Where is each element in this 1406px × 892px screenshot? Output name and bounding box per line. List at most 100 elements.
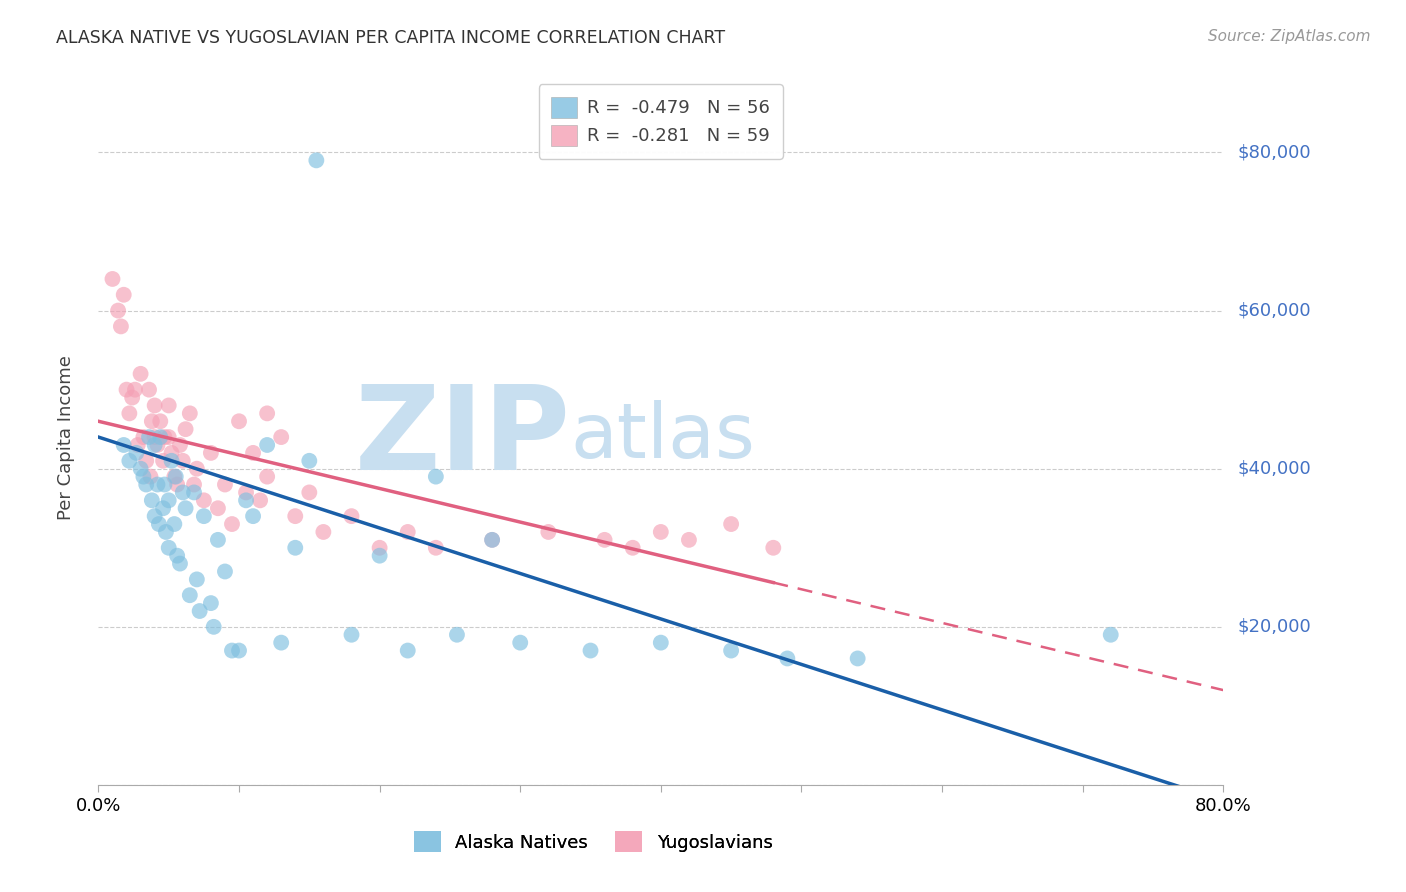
Point [107, 303, 129, 318]
Text: Source: ZipAtlas.com: Source: ZipAtlas.com [1208, 29, 1371, 44]
Point [132, 469, 155, 483]
Point [139, 469, 162, 483]
Point [200, 446, 222, 460]
Point [153, 430, 176, 444]
Point [720, 643, 742, 657]
Point [1099, 628, 1122, 642]
Point [157, 541, 180, 555]
Point [149, 430, 172, 444]
Point [157, 430, 180, 444]
Point [776, 651, 799, 665]
Point [846, 651, 869, 665]
Point [129, 367, 152, 381]
Point [132, 430, 155, 444]
Point [179, 406, 201, 420]
Point [141, 414, 163, 428]
Point [129, 461, 152, 475]
Point [228, 414, 250, 428]
Point [284, 541, 307, 555]
Text: ALASKA NATIVE VS YUGOSLAVIAN PER CAPITA INCOME CORRELATION CHART: ALASKA NATIVE VS YUGOSLAVIAN PER CAPITA … [56, 29, 725, 46]
Point [172, 485, 194, 500]
Point [166, 549, 188, 563]
Text: atlas: atlas [571, 401, 755, 474]
Point [157, 399, 180, 413]
Point [298, 454, 321, 468]
Point [143, 438, 166, 452]
Point [425, 541, 447, 555]
Point [235, 485, 257, 500]
Point [165, 469, 187, 483]
Point [446, 628, 468, 642]
Point [256, 438, 278, 452]
Point [368, 549, 391, 563]
Point [312, 524, 335, 539]
Point [153, 477, 176, 491]
Point [270, 635, 292, 649]
Text: $80,000: $80,000 [1237, 144, 1310, 161]
Point [172, 454, 194, 468]
Point [183, 485, 205, 500]
Point [174, 501, 197, 516]
Point [160, 454, 183, 468]
Point [242, 446, 264, 460]
Legend: Alaska Natives, Yugoslavians: Alaska Natives, Yugoslavians [406, 824, 780, 859]
Point [169, 438, 191, 452]
Point [678, 533, 700, 547]
Point [425, 469, 447, 483]
Point [143, 509, 166, 524]
Point [166, 477, 188, 491]
Point [118, 454, 141, 468]
Point [396, 643, 419, 657]
Point [207, 501, 229, 516]
Point [481, 533, 503, 547]
Point [112, 287, 135, 301]
Point [121, 391, 143, 405]
Point [305, 153, 328, 168]
Point [200, 596, 222, 610]
Point [157, 493, 180, 508]
Point [186, 573, 208, 587]
Point [368, 541, 391, 555]
Point [163, 516, 186, 531]
Point [124, 383, 146, 397]
Point [579, 643, 602, 657]
Point [256, 469, 278, 483]
Point [143, 399, 166, 413]
Point [242, 509, 264, 524]
Point [270, 430, 292, 444]
Point [193, 509, 215, 524]
Point [146, 477, 169, 491]
Point [621, 541, 644, 555]
Point [256, 406, 278, 420]
Point [141, 493, 163, 508]
Point [118, 406, 141, 420]
Point [101, 272, 124, 286]
Point [148, 516, 170, 531]
Text: ZIP: ZIP [354, 380, 571, 494]
Point [160, 446, 183, 460]
Text: $40,000: $40,000 [1237, 459, 1310, 478]
Point [193, 493, 215, 508]
Point [720, 516, 742, 531]
Point [135, 454, 157, 468]
Point [396, 524, 419, 539]
Point [125, 446, 148, 460]
Point [138, 430, 160, 444]
Point [155, 524, 177, 539]
Point [537, 524, 560, 539]
Point [221, 516, 243, 531]
Point [186, 461, 208, 475]
Point [340, 509, 363, 524]
Point [152, 501, 174, 516]
Point [207, 533, 229, 547]
Point [340, 628, 363, 642]
Point [179, 588, 201, 602]
Point [163, 469, 186, 483]
Point [221, 643, 243, 657]
Point [188, 604, 211, 618]
Point [183, 477, 205, 491]
Point [214, 565, 236, 579]
Point [214, 477, 236, 491]
Point [298, 485, 321, 500]
Point [762, 541, 785, 555]
